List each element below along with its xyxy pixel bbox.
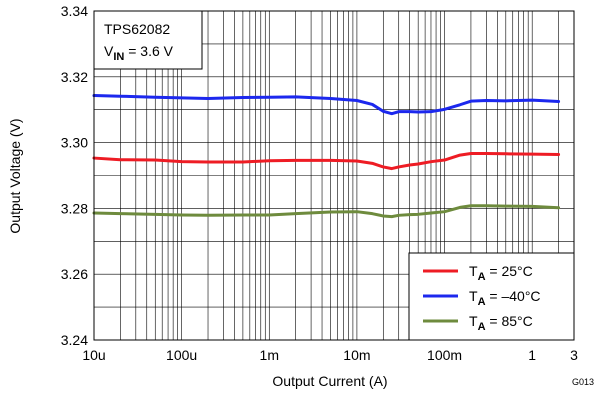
vin-subscript: IN — [113, 51, 124, 63]
input-voltage: VIN = 3.6 V — [104, 43, 174, 63]
series-layer — [92, 94, 561, 219]
y-tick-label: 3.30 — [61, 135, 88, 151]
legend-value: = 25°C — [486, 263, 533, 279]
x-tick-label: 100u — [166, 347, 197, 363]
x-tick-label: 1m — [260, 347, 279, 363]
legend-symbol: T — [469, 263, 478, 279]
legend-value: = 85°C — [486, 313, 533, 329]
series-line-1 — [92, 151, 561, 171]
y-tick-label: 3.26 — [61, 266, 88, 282]
series-line-2 — [92, 94, 561, 116]
legend: TA = 25°CTA = –40°CTA = 85°C — [408, 252, 575, 341]
legend-symbol: T — [469, 313, 478, 329]
y-tick-label: 3.28 — [61, 200, 88, 216]
x-tick-label: 10m — [343, 347, 370, 363]
x-tick-label: 3 — [570, 347, 578, 363]
y-tick-label: 3.34 — [61, 3, 88, 19]
vin-value: = 3.6 V — [124, 43, 173, 59]
y-axis-label: Output Voltage (V) — [7, 118, 23, 233]
y-tick-label: 3.32 — [61, 69, 88, 85]
legend-subscript: A — [478, 321, 486, 333]
annotation-box: TPS62082 VIN = 3.6 V — [93, 10, 203, 70]
legend-label: TA = –40°C — [469, 288, 541, 308]
legend-label: TA = 85°C — [469, 313, 533, 333]
device-name: TPS62082 — [104, 21, 170, 37]
series-line-3 — [92, 204, 561, 219]
figure-id: G013 — [572, 377, 594, 387]
vin-symbol: V — [104, 43, 114, 59]
legend-symbol: T — [469, 288, 478, 304]
plot-frame — [93, 10, 575, 341]
legend-subscript: A — [478, 271, 486, 283]
legend-label: TA = 25°C — [469, 263, 533, 283]
legend-value: = –40°C — [486, 288, 541, 304]
y-tick-label: 3.24 — [61, 332, 88, 348]
annotation-background — [93, 10, 203, 70]
x-tick-label: 1 — [528, 347, 536, 363]
x-tick-label: 100m — [427, 347, 462, 363]
x-tick-labels: 10u 100u 1m 10m 100m 1 3 — [82, 347, 578, 363]
x-axis-label: Output Current (A) — [272, 373, 387, 389]
legend-subscript: A — [478, 296, 486, 308]
y-tick-labels: 3.24 3.26 3.28 3.30 3.32 3.34 — [61, 3, 88, 348]
x-tick-label: 10u — [82, 347, 105, 363]
